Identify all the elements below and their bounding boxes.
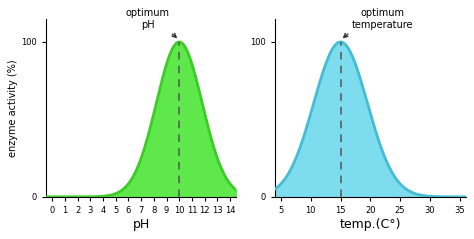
Y-axis label: enzyme activity (%): enzyme activity (%) bbox=[9, 59, 18, 157]
X-axis label: pH: pH bbox=[133, 218, 150, 231]
Text: optimum
pH: optimum pH bbox=[126, 8, 176, 37]
Text: optimum
temperature: optimum temperature bbox=[344, 8, 413, 38]
X-axis label: temp.(C°): temp.(C°) bbox=[339, 218, 401, 231]
